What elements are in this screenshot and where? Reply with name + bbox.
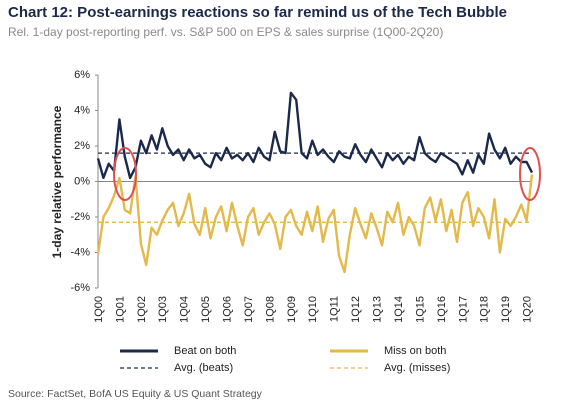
y-tick-label: 4%	[74, 104, 90, 116]
x-tick-label: 1Q08	[264, 296, 276, 323]
legend-label: Miss on both	[384, 345, 446, 357]
x-tick-label: 1Q01	[114, 296, 126, 323]
x-tick-label: 1Q13	[372, 296, 384, 323]
x-tick-label: 1Q17	[457, 296, 469, 323]
legend-label: Beat on both	[174, 345, 236, 357]
highlight-circle	[519, 147, 541, 201]
x-tick-label: 1Q04	[179, 296, 191, 323]
x-tick-label: 1Q12	[350, 296, 362, 323]
x-tick-label: 1Q11	[329, 296, 341, 322]
x-tick-label: 1Q06	[221, 296, 233, 323]
x-tick-label: 1Q00	[93, 296, 105, 323]
x-tick-label: 1Q16	[436, 296, 448, 323]
x-tick-label: 1Q20	[522, 296, 534, 323]
x-tick-label: 1Q10	[307, 296, 319, 323]
x-tick-label: 1Q18	[479, 296, 491, 323]
x-tick-label: 1Q14	[393, 296, 405, 323]
data-line	[96, 91, 534, 180]
y-axis-label: 1-day relative performance	[50, 105, 64, 258]
x-tick-label: 1Q19	[500, 296, 512, 323]
y-tick-label: -2%	[70, 211, 90, 223]
chart-subtitle: Rel. 1-day post-reporting perf. vs. S&P …	[8, 25, 443, 39]
x-tick-label: 1Q02	[136, 296, 148, 323]
plot: -6% -4% -2% 0% 2% 4% 6% 1Q00 1Q01 1Q02 1Q03 1Q04 1Q0…	[70, 69, 533, 374]
x-tick-label: 1Q05	[200, 296, 212, 323]
y-tick-label: 6%	[74, 69, 90, 81]
source: Source: FactSet, BofA US Equity & US Qua…	[8, 388, 263, 400]
highlight-circle	[113, 147, 137, 201]
x-tick-label: 1Q07	[243, 296, 255, 323]
x-tick-label: 1Q15	[414, 296, 426, 323]
y-tick-label: 0%	[74, 175, 90, 187]
chart-title: Chart 12: Post-earnings reactions so far…	[8, 4, 507, 21]
y-tick-label: -4%	[70, 246, 90, 258]
legend-label: Avg. (beats)	[174, 362, 233, 374]
legend-label: Avg. (misses)	[384, 362, 450, 374]
x-tick-label: 1Q03	[157, 296, 169, 323]
y-tick-label: 2%	[74, 140, 90, 152]
data-line	[96, 174, 534, 274]
y-tick-label: -6%	[70, 282, 90, 294]
x-tick-label: 1Q09	[286, 296, 298, 323]
